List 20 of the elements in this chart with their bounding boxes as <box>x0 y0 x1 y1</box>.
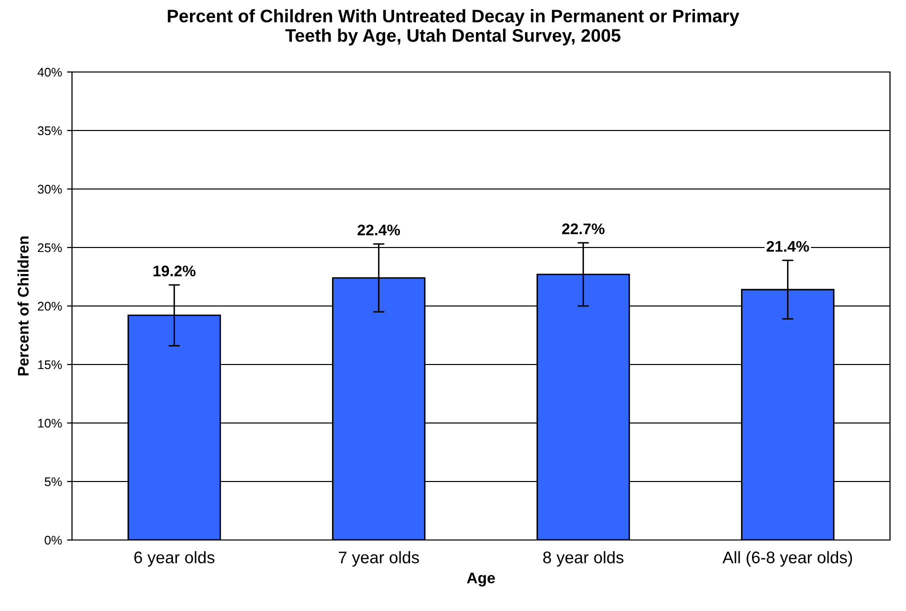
x-tick-label: 6 year olds <box>134 551 214 567</box>
data-label: 22.4% <box>358 224 400 236</box>
y-tick-label: 30% <box>38 184 62 194</box>
data-label: 22.7% <box>562 223 605 234</box>
y-axis-title: Percent of Children <box>17 236 29 376</box>
y-tick-label: 10% <box>38 418 62 428</box>
y-tick-label: 20% <box>38 302 62 311</box>
data-label: 19.2% <box>154 266 196 276</box>
x-tick-label: All (6-8 year olds) <box>722 551 852 567</box>
y-tick-label: 5% <box>44 477 62 486</box>
x-tick-label: 7 year olds <box>338 551 419 567</box>
y-tick-label: 40% <box>38 68 62 77</box>
y-tick-label: 0% <box>44 536 62 545</box>
chart-title: Percent of Children With Untreated Decay in Permanent or Primary Teeth by Age, Utah Dental Survey, 2005 <box>168 9 740 46</box>
y-tick-label: 25% <box>38 243 62 252</box>
x-axis-title: Age <box>466 572 495 586</box>
data-label: 21.4% <box>766 240 810 252</box>
y-tick-label: 35% <box>38 126 62 136</box>
x-tick-label: 8 year olds <box>543 551 624 567</box>
y-tick-label: 15% <box>38 360 62 370</box>
